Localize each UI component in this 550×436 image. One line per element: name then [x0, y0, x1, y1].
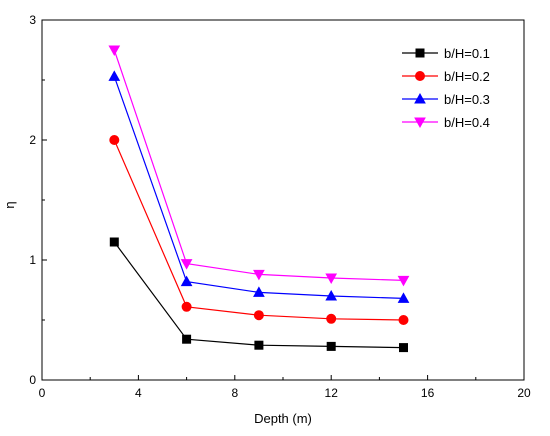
legend-item: b/H=0.3 — [402, 92, 490, 107]
data-point — [325, 273, 338, 285]
series-4 — [108, 45, 410, 287]
legend-marker — [414, 117, 426, 129]
legend: b/H=0.1 b/H=0.2 b/H=0.3 b/H=0.4 — [402, 46, 490, 130]
series-1 — [109, 237, 408, 353]
x-axis-title: Depth (m) — [254, 411, 312, 426]
x-tick-label: 16 — [421, 386, 435, 400]
data-point — [326, 313, 337, 324]
series-line — [113, 49, 404, 281]
legend-label: b/H=0.1 — [444, 46, 490, 61]
y-axis-title: η — [2, 201, 17, 208]
series-layer — [108, 45, 410, 353]
x-tick-label: 20 — [517, 386, 531, 400]
data-point — [397, 292, 410, 303]
data-point — [182, 334, 192, 344]
data-point — [109, 135, 120, 145]
data-point — [181, 301, 192, 312]
x-tick-label: 12 — [325, 386, 339, 400]
legend-item: b/H=0.1 — [402, 46, 490, 61]
data-point — [108, 70, 121, 81]
series-3 — [108, 70, 410, 303]
data-point — [254, 340, 264, 350]
legend-marker — [415, 48, 425, 58]
y-tick-label: 3 — [29, 13, 36, 27]
data-point — [180, 275, 193, 287]
data-point — [253, 310, 264, 321]
data-point — [397, 275, 410, 287]
data-point — [253, 286, 265, 297]
legend-marker — [415, 71, 425, 81]
legend-marker — [414, 92, 426, 104]
data-point — [180, 259, 193, 270]
y-tick-label: 2 — [29, 133, 36, 147]
data-point — [326, 341, 336, 351]
series-2 — [109, 135, 409, 325]
data-point — [399, 343, 408, 353]
legend-item: b/H=0.4 — [402, 115, 490, 130]
x-tick-label: 4 — [135, 386, 142, 400]
x-tick-label: 0 — [39, 386, 46, 400]
data-point — [253, 269, 265, 281]
y-tick-label: 1 — [29, 253, 36, 267]
data-point — [325, 289, 338, 301]
data-point — [109, 237, 119, 247]
x-tick-label: 8 — [231, 386, 238, 400]
y-tick-label: 0 — [29, 373, 36, 387]
legend-label: b/H=0.4 — [444, 115, 490, 130]
legend-item: b/H=0.2 — [402, 69, 490, 84]
data-point — [398, 315, 409, 325]
legend-label: b/H=0.3 — [444, 92, 490, 107]
legend-label: b/H=0.2 — [444, 69, 490, 84]
series-line — [113, 76, 404, 299]
data-point — [108, 45, 121, 57]
